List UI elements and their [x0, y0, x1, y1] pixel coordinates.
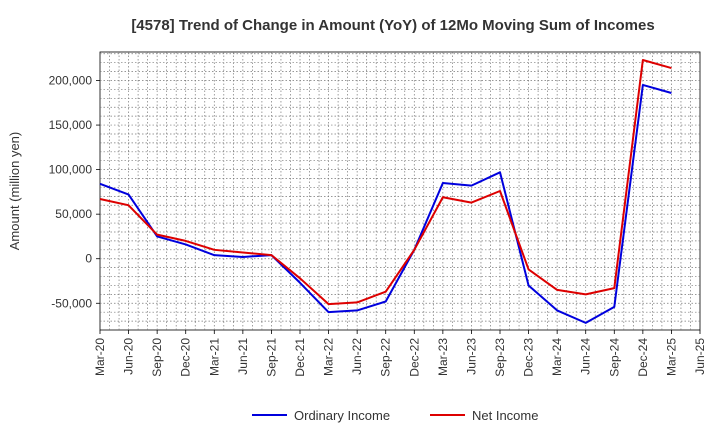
x-tick-label: Mar-23	[436, 338, 450, 376]
x-tick-label: Dec-24	[636, 338, 650, 377]
axis-layer: -50,000 0 50,000 100,000 150,000 200,000 Mar-2…	[49, 74, 707, 377]
x-tick-label: Sep-21	[264, 338, 278, 377]
legend: Ordinary Income Net Income	[252, 408, 538, 423]
x-tick-label: Jun-25	[693, 338, 707, 375]
series-layer	[99, 59, 672, 324]
x-tick-label: Jun-24	[579, 338, 593, 375]
series-line-net-income	[99, 59, 672, 306]
x-tick-label: Mar-25	[664, 338, 678, 376]
x-tick-label: Mar-22	[322, 338, 336, 376]
x-tick-label: Dec-22	[407, 338, 421, 377]
chart-title: [4578] Trend of Change in Amount (YoY) o…	[131, 17, 654, 34]
x-tick-label: Sep-24	[607, 338, 621, 377]
legend-label: Ordinary Income	[294, 408, 390, 423]
legend-label: Net Income	[472, 408, 538, 423]
y-tick-label: 150,000	[49, 118, 93, 132]
x-tick-label: Mar-21	[207, 338, 221, 376]
x-tick-label: Sep-22	[379, 338, 393, 377]
grid-layer	[99, 51, 701, 331]
y-tick-label: 100,000	[49, 163, 93, 177]
x-tick-label: Jun-22	[350, 338, 364, 375]
x-tick-label: Sep-23	[493, 338, 507, 377]
x-tick-label: Sep-20	[150, 338, 164, 377]
y-axis-label: Amount (million yen)	[7, 132, 22, 251]
x-tick-label: Mar-24	[550, 338, 564, 376]
y-tick-label: 50,000	[55, 207, 92, 221]
x-tick-label: Dec-21	[293, 338, 307, 377]
y-tick-label: 0	[85, 252, 92, 266]
x-tick-label: Dec-20	[179, 338, 193, 377]
y-tick-label: 200,000	[49, 74, 93, 88]
x-tick-label: Jun-21	[236, 338, 250, 375]
x-tick-label: Dec-23	[522, 338, 536, 377]
plot-frame	[99, 51, 701, 331]
series-line-ordinary-income	[99, 83, 672, 324]
x-tick-label: Mar-20	[93, 338, 107, 376]
x-tick-label: Jun-20	[122, 338, 136, 375]
y-tick-label: -50,000	[51, 296, 92, 310]
x-tick-label: Jun-23	[464, 338, 478, 375]
